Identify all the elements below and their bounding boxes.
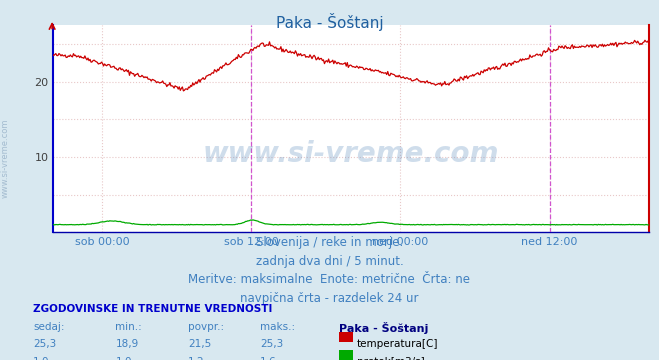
Text: navpična črta - razdelek 24 ur: navpična črta - razdelek 24 ur bbox=[241, 292, 418, 305]
Text: ZGODOVINSKE IN TRENUTNE VREDNOSTI: ZGODOVINSKE IN TRENUTNE VREDNOSTI bbox=[33, 304, 272, 314]
Text: 1,0: 1,0 bbox=[115, 357, 132, 360]
Text: 25,3: 25,3 bbox=[260, 339, 283, 350]
Text: min.:: min.: bbox=[115, 322, 142, 332]
Text: zadnja dva dni / 5 minut.: zadnja dva dni / 5 minut. bbox=[256, 255, 403, 267]
Text: povpr.:: povpr.: bbox=[188, 322, 224, 332]
Text: Meritve: maksimalne  Enote: metrične  Črta: ne: Meritve: maksimalne Enote: metrične Črta… bbox=[188, 273, 471, 286]
Text: temperatura[C]: temperatura[C] bbox=[357, 339, 438, 350]
Text: maks.:: maks.: bbox=[260, 322, 295, 332]
Text: pretok[m3/s]: pretok[m3/s] bbox=[357, 357, 424, 360]
Text: 1,2: 1,2 bbox=[188, 357, 204, 360]
Text: Paka - Šoštanj: Paka - Šoštanj bbox=[339, 322, 429, 334]
Text: Slovenija / reke in morje.: Slovenija / reke in morje. bbox=[256, 236, 403, 249]
Text: 1,6: 1,6 bbox=[260, 357, 277, 360]
Text: 25,3: 25,3 bbox=[33, 339, 56, 350]
Text: 21,5: 21,5 bbox=[188, 339, 211, 350]
Text: sedaj:: sedaj: bbox=[33, 322, 65, 332]
Text: Paka - Šoštanj: Paka - Šoštanj bbox=[275, 13, 384, 31]
Text: www.si-vreme.com: www.si-vreme.com bbox=[1, 119, 10, 198]
Text: 1,0: 1,0 bbox=[33, 357, 49, 360]
Text: 18,9: 18,9 bbox=[115, 339, 138, 350]
Text: www.si-vreme.com: www.si-vreme.com bbox=[203, 140, 499, 167]
